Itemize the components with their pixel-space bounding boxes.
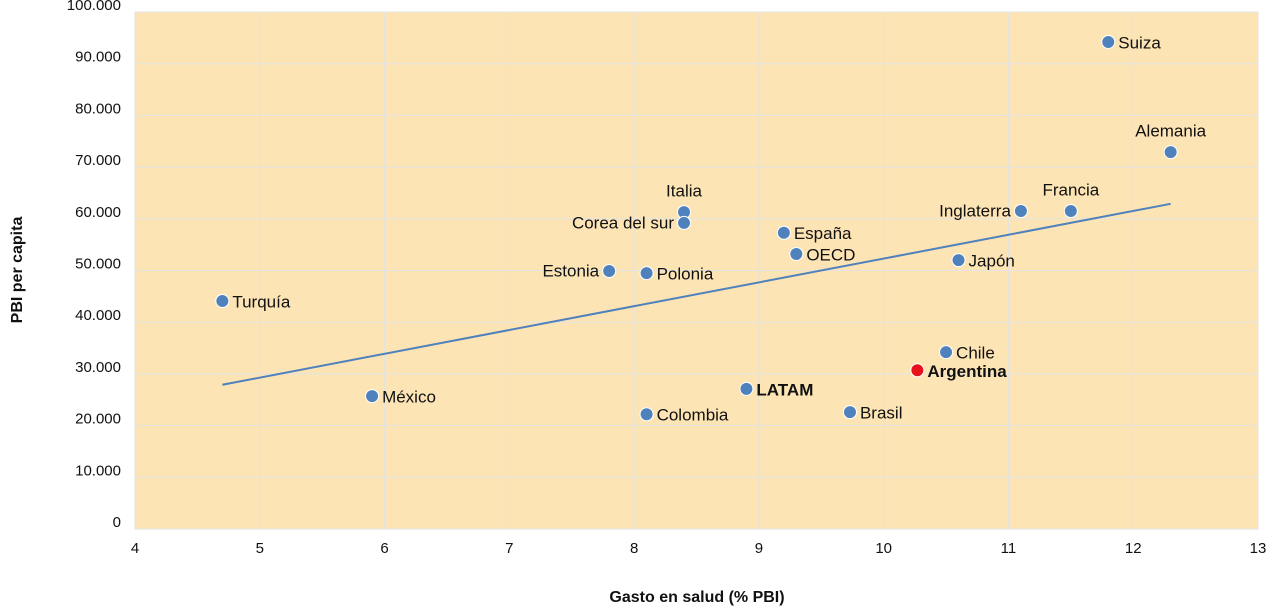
y-tick-label: 70.000: [75, 152, 121, 169]
y-tick-label: 10.000: [75, 462, 121, 479]
point: [1101, 34, 1116, 49]
point-label: Turquía: [232, 292, 291, 311]
point-label: Chile: [956, 344, 995, 363]
point-label: Argentina: [927, 362, 1007, 381]
point-label: México: [382, 388, 436, 407]
x-tick-label: 11: [1001, 540, 1017, 557]
y-tick-label: 0: [113, 514, 121, 531]
x-tick-label: 4: [131, 540, 139, 557]
point: [776, 225, 791, 240]
point: [910, 363, 925, 378]
point-label: Brasil: [860, 404, 903, 423]
point-label: Corea del sur: [572, 213, 674, 232]
y-tick-label: 50.000: [75, 255, 121, 272]
point: [365, 389, 380, 404]
x-tick-label: 6: [380, 540, 388, 557]
y-tick-label: 60.000: [75, 204, 121, 221]
point: [939, 345, 954, 360]
point: [951, 253, 966, 268]
point-label: Japón: [969, 252, 1015, 271]
point: [1013, 204, 1028, 219]
point-label: LATAM: [756, 380, 813, 399]
point: [1163, 145, 1178, 160]
point: [639, 407, 654, 422]
point: [639, 266, 654, 281]
x-tick-label: 8: [630, 540, 638, 557]
x-axis-title: Gasto en salud (% PBI): [609, 589, 784, 606]
x-tick-label: 13: [1250, 540, 1267, 557]
x-tick-label: 12: [1125, 540, 1142, 557]
y-tick-label: 90.000: [75, 49, 121, 66]
point: [739, 381, 754, 396]
y-axis-title: PBI per capita: [9, 217, 26, 324]
point: [1063, 204, 1078, 219]
point: [602, 264, 617, 279]
y-tick-label: 40.000: [75, 307, 121, 324]
point: [842, 405, 857, 420]
point-label: Alemania: [1135, 122, 1206, 141]
point: [677, 215, 692, 230]
point-label: España: [794, 224, 852, 243]
x-tick-label: 7: [505, 540, 513, 557]
y-tick-label: 30.000: [75, 359, 121, 376]
point: [215, 294, 230, 309]
y-tick-label: 80.000: [75, 100, 121, 117]
point-label: Italia: [666, 182, 702, 201]
y-tick-label: 20.000: [75, 411, 121, 428]
point-label: Francia: [1042, 181, 1099, 200]
point-label: Suiza: [1118, 33, 1161, 52]
trendline: [222, 202, 1171, 386]
point-label: Polonia: [657, 265, 714, 284]
x-tick-label: 9: [755, 540, 763, 557]
point-label: Colombia: [657, 406, 729, 425]
point-label: Inglaterra: [939, 202, 1011, 221]
point: [789, 246, 804, 261]
point-label: Estonia: [542, 262, 599, 281]
point-label: OECD: [806, 245, 855, 264]
y-tick-label: 100.000: [67, 0, 121, 14]
x-tick-label: 5: [256, 540, 264, 557]
x-tick-label: 10: [875, 540, 892, 557]
